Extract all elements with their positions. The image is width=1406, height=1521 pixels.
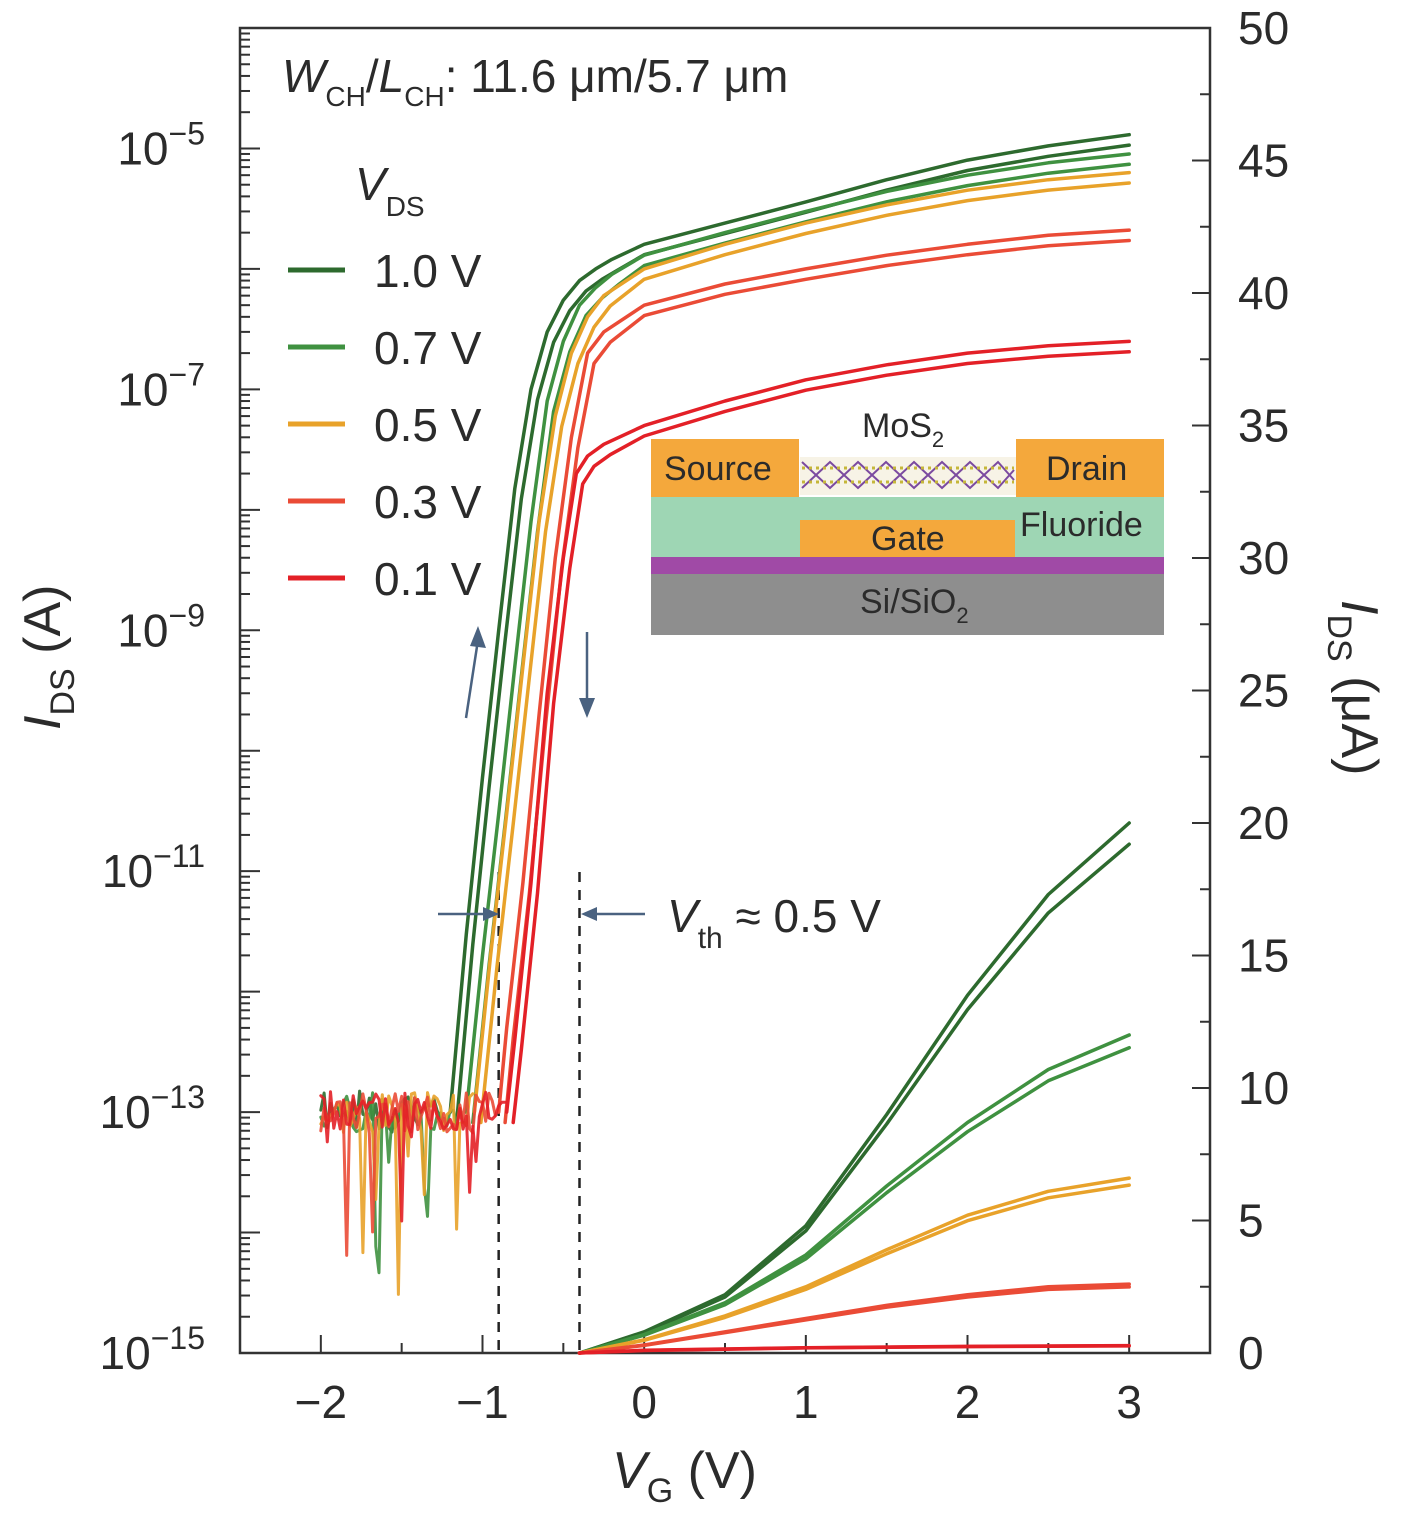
inset-gate-label: Gate [871, 520, 945, 558]
left-axis-ticks: 10−15 10−13 10−11 10−9 10−7 10−5 [100, 32, 260, 1379]
right-tick-label: 5 [1238, 1195, 1264, 1247]
series-noise-floor [319, 1090, 507, 1223]
series-log-curve [511, 350, 1131, 1125]
inset-interlayer [651, 557, 1164, 574]
inset-substrate [651, 574, 1164, 635]
inset-dielectric-label: Fluoride [1020, 506, 1143, 544]
right-axis-ticks: 0 5 10 15 20 25 30 35 40 45 50 [1192, 2, 1289, 1379]
inset-mos2-lattice [800, 457, 1016, 495]
right-tick-label: 0 [1238, 1327, 1264, 1379]
series-linear-curve [577, 1183, 1131, 1355]
inset-source [651, 439, 799, 497]
series-curves [319, 132, 1131, 1355]
right-tick-label: 30 [1238, 532, 1289, 584]
bottom-tick-label: −2 [295, 1376, 347, 1428]
forward-sweep-arrow [464, 639, 480, 719]
legend-title: VDS [355, 158, 425, 222]
plot-frame [238, 26, 1212, 1355]
left-tick-label: 10−5 [117, 115, 205, 174]
vth-dashed-lines [497, 872, 581, 1353]
legend-label: 0.1 V [374, 553, 482, 605]
y-right-axis-label: IDS (μA) [1320, 600, 1388, 775]
device-schematic-inset: MoS2 Source Drain Gate Fluoride Si/SiO2 [651, 407, 1164, 635]
legend-label: 0.3 V [374, 476, 482, 528]
series-log-curve [448, 132, 1131, 1114]
x-axis-label: VG (V) [612, 1442, 757, 1510]
series-log-curve [504, 339, 1131, 1114]
series-log-curve [496, 228, 1131, 1114]
right-tick-label: 25 [1238, 665, 1289, 717]
bottom-tick-label: 1 [793, 1376, 819, 1428]
left-tick-label: 10−11 [102, 838, 205, 897]
series-log-curve [503, 238, 1131, 1125]
series-linear-curve [577, 842, 1131, 1355]
channel-dimension-annotation: WCH/LCH: 11.6 μm/5.7 μm [282, 50, 788, 112]
series-linear-curve [577, 1285, 1131, 1355]
inset-channel-label: MoS2 [862, 407, 944, 452]
series-log-curve [454, 143, 1131, 1125]
right-tick-label: 15 [1238, 930, 1289, 982]
bottom-tick-label: 3 [1116, 1376, 1142, 1428]
left-tick-label: 10−9 [117, 597, 205, 656]
inset-drain-label: Drain [1046, 450, 1127, 488]
left-tick-label: 10−7 [117, 356, 205, 415]
sweep-direction-arrows [438, 626, 645, 921]
series-log-curve [464, 152, 1131, 1114]
legend: VDS 1.0 V 0.7 V 0.5 V 0.3 V 0.1 V [288, 158, 482, 605]
right-tick-label: 45 [1238, 135, 1289, 187]
bottom-tick-label: 2 [955, 1376, 981, 1428]
inset-gate [800, 520, 1015, 557]
left-tick-label: 10−13 [100, 1079, 205, 1138]
bottom-tick-label: 0 [631, 1376, 657, 1428]
bottom-tick-label: −1 [456, 1376, 508, 1428]
inset-substrate-label: Si/SiO2 [860, 583, 969, 628]
inset-source-label: Source [664, 450, 772, 488]
y-left-axis-label: IDS (A) [14, 585, 82, 730]
legend-label: 1.0 V [374, 245, 482, 297]
series-log-curve [472, 170, 1131, 1114]
legend-label: 0.7 V [374, 322, 482, 374]
right-tick-label: 20 [1238, 797, 1289, 849]
left-tick-label: 10−15 [100, 1320, 205, 1379]
right-tick-label: 35 [1238, 400, 1289, 452]
right-tick-label: 10 [1238, 1062, 1289, 1114]
series-noise-floor [319, 1091, 475, 1296]
vth-annotation: Vth ≈ 0.5 V [667, 890, 881, 955]
right-tick-label: 50 [1238, 2, 1289, 54]
bottom-axis-ticks: −2 −1 0 1 2 3 [239, 1335, 1211, 1428]
series-noise-floor [319, 1091, 497, 1257]
right-tick-label: 40 [1238, 267, 1289, 319]
inset-drain [1016, 439, 1164, 497]
series-linear-curve [577, 1344, 1131, 1355]
legend-label: 0.5 V [374, 399, 482, 451]
series-linear-curve [577, 1045, 1131, 1355]
series-log-curve [479, 181, 1131, 1125]
